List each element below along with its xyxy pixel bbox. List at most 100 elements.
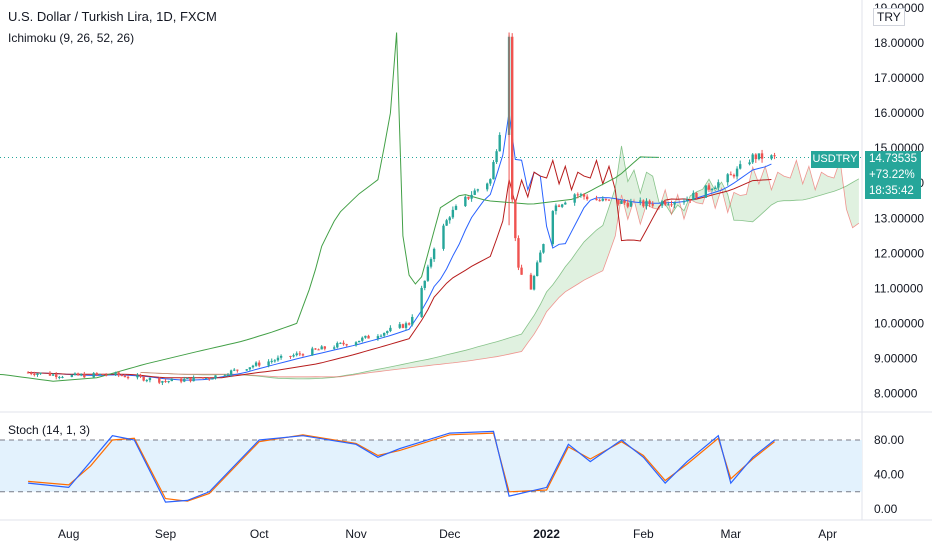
bar-countdown: 18:35:42 xyxy=(869,185,914,197)
candle-body xyxy=(382,332,386,336)
candle-body xyxy=(642,200,645,207)
candle-body xyxy=(557,205,561,207)
candle-body xyxy=(379,335,383,337)
price-tick-label: 16.00000 xyxy=(874,106,924,120)
candle-body xyxy=(732,174,736,177)
candle-body xyxy=(276,357,280,361)
candle-body xyxy=(754,154,758,160)
candle-body xyxy=(429,259,433,267)
candle-body xyxy=(411,316,414,325)
candle-body xyxy=(301,354,305,356)
candle-body xyxy=(270,360,273,362)
conversion-line xyxy=(28,112,772,381)
candle-body xyxy=(476,189,480,191)
candle-body xyxy=(183,378,186,382)
candle-body xyxy=(117,372,120,376)
ichimoku-legend[interactable]: Ichimoku (9, 26, 52, 26) xyxy=(8,31,135,45)
candle-body xyxy=(251,365,255,368)
candle-body xyxy=(492,162,495,180)
candle-body xyxy=(673,202,676,205)
base-line xyxy=(28,158,772,379)
candle-body xyxy=(245,369,248,371)
candle-body xyxy=(192,377,195,382)
candle-body xyxy=(289,355,292,357)
candle-body xyxy=(442,225,445,249)
candle-body xyxy=(714,187,717,189)
candle-body xyxy=(470,194,473,199)
candle-body xyxy=(595,199,598,201)
candle-body xyxy=(126,377,130,379)
stoch-tick-label: 0.00 xyxy=(874,502,898,516)
candle-body xyxy=(707,185,711,190)
candle-body xyxy=(61,376,64,378)
candle-body xyxy=(689,199,692,201)
candle-body xyxy=(667,204,670,206)
price-tick-label: 17.00000 xyxy=(874,71,924,85)
time-tick-label: 2022 xyxy=(533,527,560,541)
candle-body xyxy=(648,200,651,205)
price-tick-label: 18.00000 xyxy=(874,36,924,50)
candle-body xyxy=(298,353,302,355)
candle-body xyxy=(273,360,277,362)
candle-body xyxy=(486,183,489,190)
candle-body xyxy=(554,205,558,212)
candle-body xyxy=(339,342,342,344)
candle-body xyxy=(420,287,423,317)
candle-body xyxy=(467,196,470,199)
time-tick-label: Oct xyxy=(250,527,269,541)
candle-body xyxy=(314,348,317,350)
candle-body xyxy=(179,378,183,382)
candle-body xyxy=(80,374,83,376)
candle-body xyxy=(748,162,751,165)
candle-body xyxy=(604,198,608,200)
candle-body xyxy=(704,185,708,198)
candle-body xyxy=(295,353,298,356)
candle-body xyxy=(617,199,620,204)
price-tick-label: 12.00000 xyxy=(874,246,924,260)
time-tick-label: Dec xyxy=(439,527,460,541)
candle-body xyxy=(670,204,673,206)
time-tick-label: Feb xyxy=(633,527,654,541)
candle-body xyxy=(120,375,124,377)
candle-body xyxy=(254,362,258,366)
candle-body xyxy=(551,211,555,245)
candle-body xyxy=(448,217,451,221)
time-tick-label: Aug xyxy=(58,527,79,541)
candle-body xyxy=(311,348,314,356)
candle-body xyxy=(357,340,361,343)
candle-body xyxy=(292,355,295,357)
candle-body xyxy=(70,375,74,377)
stoch-legend[interactable]: Stoch (14, 1, 3) xyxy=(8,423,91,437)
candle-body xyxy=(585,196,589,200)
candle-body xyxy=(73,373,77,376)
price-change: +73.22% xyxy=(869,169,915,181)
candle-body xyxy=(520,267,523,275)
candle-body xyxy=(445,220,448,226)
leading-span-a xyxy=(140,145,860,380)
chart-title: U.S. Dollar / Turkish Lira, 1D, FXCM xyxy=(8,9,217,24)
candle-body xyxy=(514,199,517,239)
ichimoku-cloud xyxy=(140,145,860,380)
candle-body xyxy=(532,276,536,290)
candle-body xyxy=(535,262,539,277)
candle-body xyxy=(695,192,698,198)
currency-label[interactable]: TRY xyxy=(873,8,905,26)
candle-body xyxy=(710,188,714,190)
candle-body xyxy=(364,335,367,338)
candle-body xyxy=(139,375,142,377)
candle-body xyxy=(58,376,61,378)
candle-body xyxy=(498,134,501,152)
candle-body xyxy=(726,174,729,183)
candle-body xyxy=(626,202,629,207)
candle-body xyxy=(529,274,533,290)
candle-body xyxy=(164,381,167,383)
candle-body xyxy=(229,370,233,375)
stoch-tick-label: 40.00 xyxy=(874,468,904,482)
candle-body xyxy=(407,323,411,325)
candle-body xyxy=(511,36,514,200)
candle-body xyxy=(136,375,139,378)
stoch-k-line xyxy=(28,430,775,503)
candle-body xyxy=(607,199,611,201)
candle-body xyxy=(367,335,370,339)
